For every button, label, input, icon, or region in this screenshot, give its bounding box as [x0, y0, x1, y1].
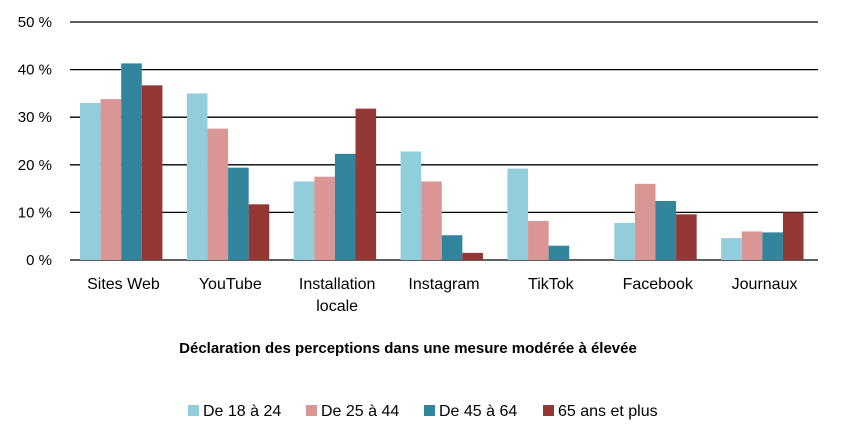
y-tick-label: 30 %	[18, 109, 52, 126]
bar	[782, 212, 804, 260]
bar	[293, 181, 315, 260]
bar	[721, 238, 742, 260]
x-category-label: Sites Web	[87, 276, 160, 293]
x-category-label: Installation	[299, 276, 376, 293]
y-tick-label: 0 %	[26, 252, 52, 269]
bar	[314, 176, 335, 260]
bar	[655, 200, 677, 260]
legend-swatch	[543, 405, 554, 416]
bar	[676, 214, 697, 260]
legend-label: De 25 à 44	[321, 403, 399, 420]
legend: De 18 à 24 De 25 à 44 De 45 à 64 65 ans et …	[188, 403, 658, 420]
legend-label: De 45 à 64	[439, 403, 517, 420]
x-category-label: Instagram	[408, 276, 479, 293]
legend-swatch	[188, 405, 199, 416]
bar	[207, 128, 229, 260]
x-axis-categories: Sites Web YouTube Installation locale Instag…	[87, 276, 797, 315]
bar	[634, 183, 656, 260]
gridlines	[70, 21, 818, 261]
bar	[186, 93, 208, 261]
bar	[762, 232, 783, 260]
bar	[228, 167, 249, 260]
bar	[121, 63, 142, 260]
x-category-label: YouTube	[199, 276, 262, 293]
y-tick-label: 10 %	[18, 204, 52, 221]
legend-swatch	[306, 405, 317, 416]
bar	[441, 235, 463, 260]
bar	[248, 204, 270, 260]
x-category-label: Facebook	[623, 276, 694, 293]
bar	[100, 99, 122, 260]
y-tick-label: 50 %	[18, 14, 52, 31]
bar	[355, 108, 377, 260]
bar	[334, 153, 356, 260]
y-axis-ticks: 0 % 10 % 20 % 30 % 40 % 50 %	[18, 14, 52, 269]
bar	[400, 151, 422, 260]
bar	[548, 245, 570, 260]
legend-label: 65 ans et plus	[558, 403, 658, 420]
bar	[80, 102, 101, 260]
y-tick-label: 20 %	[18, 157, 52, 174]
x-category-label: locale	[316, 298, 358, 315]
legend-swatch	[424, 405, 435, 416]
bar	[462, 252, 483, 260]
bar	[421, 181, 442, 260]
x-category-label: Journaux	[732, 276, 798, 293]
legend-label: De 18 à 24	[203, 403, 281, 420]
bar	[614, 222, 635, 260]
bar	[141, 85, 163, 260]
bars	[80, 63, 804, 261]
x-axis-title: Déclaration des perceptions dans une mes…	[179, 340, 637, 357]
bar	[528, 220, 549, 260]
y-tick-label: 40 %	[18, 62, 52, 79]
bar	[741, 231, 763, 260]
bar	[507, 168, 529, 260]
x-category-label: TikTok	[528, 276, 575, 293]
